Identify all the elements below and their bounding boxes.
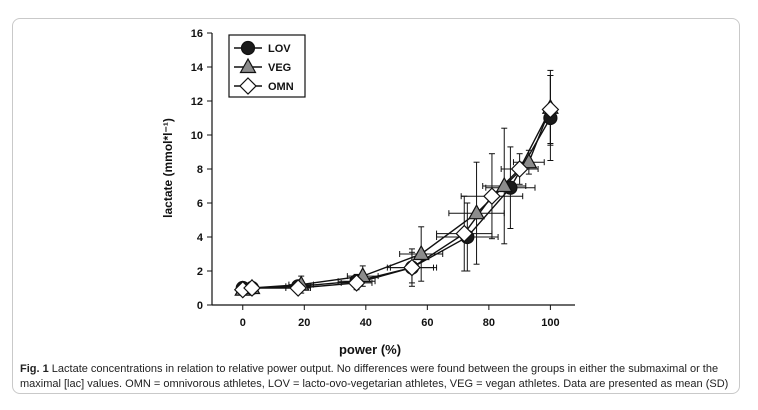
figure-caption: Fig. 1 Lactate concentrations in relatio… [20, 362, 736, 392]
y-tick-label: 4 [197, 232, 204, 244]
veg-data-point [520, 152, 538, 169]
legend-veg-marker [239, 57, 257, 74]
omn-data-point [541, 100, 560, 119]
legend-lov-marker [240, 40, 256, 56]
veg-data-point [468, 203, 486, 220]
legend: LOV VEG OMN [228, 34, 306, 98]
legend-lov-label: LOV [268, 43, 291, 55]
veg-data-point [412, 244, 430, 261]
y-tick-label: 16 [191, 28, 203, 40]
lactate-chart: 0 2 4 6 8 10 12 14 16 0 20 40 60 80 100 LOV VEG OMN powe… [161, 28, 575, 357]
x-tick-label: 60 [421, 317, 433, 329]
omn-data-point [403, 258, 421, 277]
omn-data-point [243, 279, 261, 297]
omn-data-point [510, 160, 529, 178]
x-tick-label: 80 [483, 317, 495, 329]
y-axis-label: lactate (mmol*l⁻¹) [161, 118, 175, 218]
x-axis-label: power (%) [339, 342, 401, 357]
series-markers [233, 98, 560, 299]
y-tick-label: 2 [197, 266, 203, 278]
omn-data-point [347, 274, 366, 292]
y-tick-label: 10 [191, 130, 203, 142]
x-tick-label: 0 [240, 317, 246, 329]
x-tick-label: 20 [298, 317, 310, 329]
y-tick-label: 8 [197, 164, 203, 176]
caption-label: Fig. 1 [20, 363, 49, 375]
y-tick-label: 12 [191, 96, 203, 108]
y-tick-label: 6 [197, 198, 203, 210]
omn-data-point [455, 224, 474, 243]
legend-omn-marker [239, 77, 257, 95]
omn-data-point [289, 279, 307, 297]
omn-data-point [483, 187, 501, 206]
legend-omn-label: OMN [268, 81, 294, 93]
x-tick-label: 100 [541, 317, 559, 329]
chart-axes: 0 2 4 6 8 10 12 14 16 0 20 40 60 80 100 [191, 28, 575, 329]
legend-veg-label: VEG [268, 62, 291, 74]
veg-data-point [495, 176, 513, 193]
caption-text: Lactate concentrations in relation to re… [20, 363, 729, 390]
y-tick-label: 0 [197, 300, 203, 312]
y-tick-label: 14 [191, 62, 204, 74]
x-tick-label: 40 [360, 317, 372, 329]
figure-frame [12, 18, 740, 394]
